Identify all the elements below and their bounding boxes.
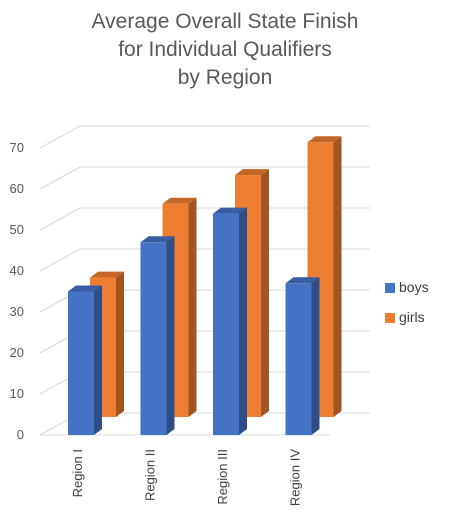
- legend-swatch-girls: [385, 313, 395, 323]
- y-tick-label: 50: [10, 222, 24, 237]
- gridline-side: [39, 166, 81, 190]
- chart-title-line-1: Average Overall State Finish: [91, 10, 359, 33]
- x-category-label: Region I: [70, 449, 85, 497]
- y-tick-label: 40: [10, 263, 24, 278]
- y-tick-label: 10: [10, 386, 24, 401]
- legend-label-boys: boys: [399, 279, 429, 295]
- bar-boys-4: [285, 277, 320, 435]
- legend-label-girls: girls: [399, 309, 425, 325]
- gridline-side: [39, 207, 81, 231]
- bar-boys-2: [140, 236, 175, 435]
- chart-title-line-2: for Individual Qualifiers: [118, 38, 332, 61]
- gridline-side: [39, 248, 81, 272]
- chart-title-line-3: by Region: [177, 66, 273, 89]
- y-tick-label: 20: [10, 345, 24, 360]
- y-tick-label: 0: [17, 427, 24, 442]
- gridline-side: [39, 125, 81, 149]
- axis-labels: 0 10 20 30 40 50 60 70 Region I Region II Region I…: [10, 140, 303, 506]
- x-category-label: Region III: [215, 449, 230, 505]
- x-category-label: Region IV: [288, 449, 303, 506]
- bar-boys-1: [68, 285, 102, 435]
- y-tick-label: 30: [10, 304, 24, 319]
- bars: [68, 136, 342, 435]
- chart-title: Average Overall State Finish for Individ…: [0, 8, 450, 92]
- legend-swatch-boys: [385, 283, 395, 293]
- y-tick-label: 60: [10, 181, 24, 196]
- y-tick-label: 70: [10, 140, 24, 155]
- x-category-label: Region II: [143, 449, 158, 501]
- bar-boys-3: [213, 207, 247, 435]
- legend: boys girls: [385, 279, 429, 325]
